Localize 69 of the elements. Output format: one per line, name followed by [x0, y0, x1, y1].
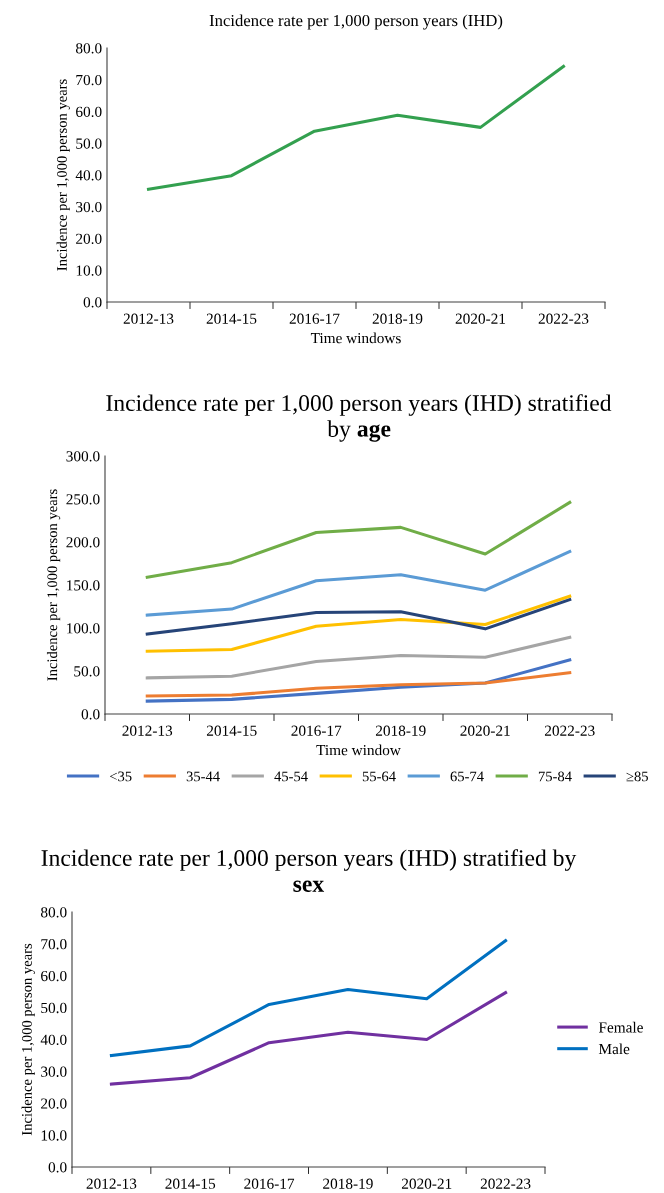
x-tick-label: 2020-21: [455, 313, 506, 324]
x-tick-label: 2016-17: [291, 725, 342, 736]
chart-title: Incidence rate per 1,000 person years (IHD): [209, 14, 503, 30]
x-tick-label: 2020-21: [460, 725, 510, 736]
x-tick-label: 2016-17: [289, 313, 340, 324]
y-tick-label: 10.0: [76, 265, 102, 276]
y-tick-label: 20.0: [41, 1098, 67, 1109]
x-tick-label: 2022-23: [544, 725, 595, 736]
y-tick-label: 50.0: [41, 1002, 67, 1014]
x-tick-label: 2018-19: [372, 313, 423, 324]
y-tick-label: 0.0: [83, 297, 102, 308]
y-tick-label: 80.0: [75, 43, 102, 54]
line-series: [109, 939, 508, 1057]
legend-label: 75-84: [538, 771, 572, 782]
line-series: [145, 500, 572, 579]
y-tick-label: 30.0: [76, 201, 102, 213]
y-tick-label: 40.0: [40, 1034, 67, 1046]
y-tick-label: 50.0: [76, 138, 102, 149]
y-tick-label: 0.0: [48, 1162, 67, 1173]
y-tick-label: 60.0: [41, 970, 67, 982]
x-tick-label: 2018-19: [375, 725, 426, 736]
x-tick-label: 2014-15: [206, 725, 257, 736]
y-axis-title: Incidence per 1,000 person years: [56, 79, 70, 271]
x-axis-title: Time window: [316, 744, 401, 756]
y-axis-title: Incidence per 1,000 person years: [21, 943, 35, 1136]
legend-label: 45-54: [274, 771, 308, 782]
y-tick-label: 20.0: [76, 233, 102, 245]
line-series: [109, 991, 508, 1086]
x-tick-label: 2012-13: [122, 725, 173, 736]
y-tick-label: 200.0: [66, 537, 100, 548]
x-tick-label: 2012-13: [123, 313, 174, 324]
line-series: [145, 635, 572, 680]
x-tick-label: 2022-23: [538, 313, 589, 324]
y-axis-title: Incidence per 1,000 person years: [46, 489, 61, 681]
x-tick-label: 2014-15: [206, 313, 257, 324]
x-tick-label: 2018-19: [323, 1178, 373, 1189]
x-tick-label: 2020-21: [401, 1178, 452, 1189]
chart-title: Incidence rate per 1,000 person years (IHD) stratified by sex: [41, 849, 577, 892]
y-tick-label: 50.0: [74, 666, 100, 677]
chart-title: Incidence rate per 1,000 person years (IHD) stratified by age: [106, 394, 612, 442]
y-tick-label: 100.0: [67, 623, 100, 634]
x-tick-label: 2012-13: [86, 1178, 137, 1189]
y-tick-label: 70.0: [41, 939, 67, 950]
y-tick-label: 30.0: [41, 1066, 67, 1077]
legend-label: Male: [598, 1043, 630, 1055]
legend-label: Female: [598, 1021, 643, 1033]
legend-label: 35-44: [186, 771, 220, 782]
line-series: [145, 671, 572, 698]
x-tick-label: 2016-17: [244, 1178, 295, 1189]
legend-label: 55-64: [362, 771, 396, 782]
y-tick-label: 80.0: [40, 907, 67, 918]
legend-label: ≥85: [626, 771, 648, 782]
x-tick-label: 2022-23: [480, 1178, 531, 1189]
line-series: [146, 64, 566, 191]
y-tick-label: 70.0: [76, 74, 102, 86]
y-tick-label: 150.0: [67, 580, 100, 591]
y-tick-label: 60.0: [76, 106, 102, 118]
y-tick-label: 40.0: [75, 170, 102, 181]
y-tick-label: 300.0: [66, 451, 100, 462]
x-tick-label: 2014-15: [165, 1178, 216, 1189]
line-series: [145, 598, 572, 636]
y-tick-label: 0.0: [81, 709, 100, 720]
line-series: [145, 549, 572, 617]
y-tick-label: 250.0: [66, 494, 100, 505]
legend-label: 65-74: [450, 771, 484, 782]
line-series: [145, 594, 572, 653]
x-axis-title: Time windows: [310, 332, 401, 344]
legend-label: <35: [110, 771, 132, 782]
y-tick-label: 10.0: [41, 1130, 67, 1141]
